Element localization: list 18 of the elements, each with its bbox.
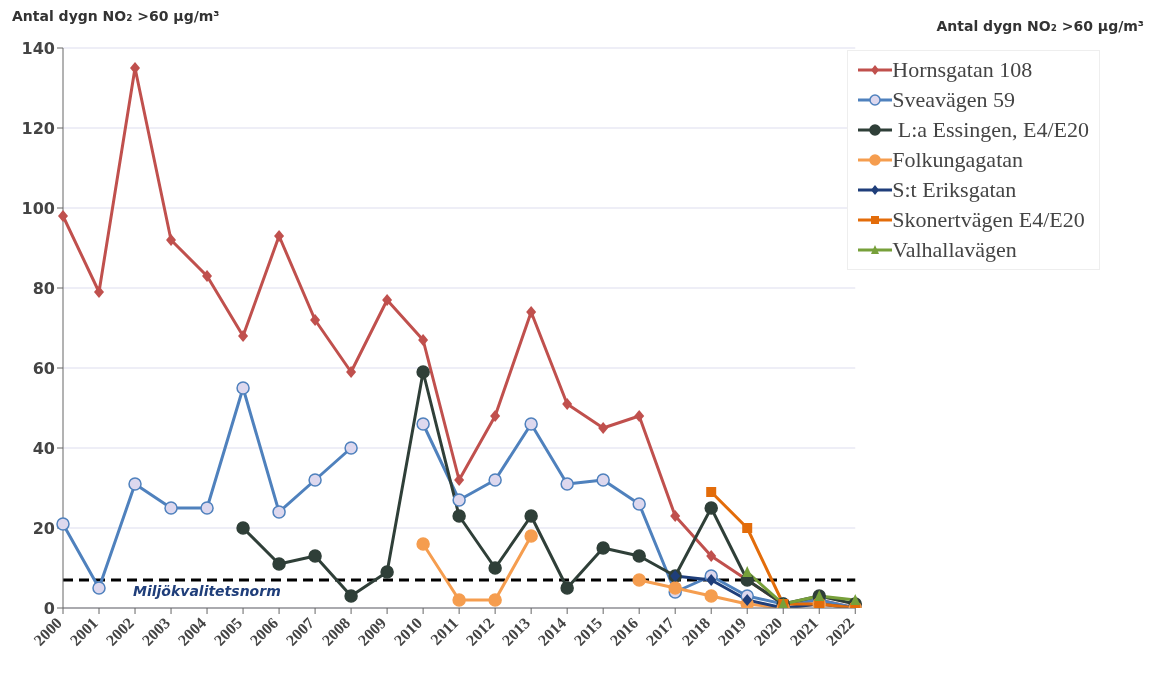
legend-label: Hornsgatan 108 xyxy=(892,57,1033,83)
y-tick-label: 0 xyxy=(43,598,55,618)
y-tick-label: 80 xyxy=(32,278,55,298)
y-axis-title: Antal dygn NO₂ >60 µg/m³ xyxy=(12,8,220,24)
y-tick-label: 60 xyxy=(32,358,55,378)
ref-line-label: Miljökvalitetsnorm xyxy=(133,583,281,599)
y-tick-label: 20 xyxy=(32,518,55,538)
legend-label: Folkungagatan xyxy=(892,147,1024,173)
text: Antal dygn NO₂ >60 µg/m³ xyxy=(936,18,1144,34)
legend-label: Sveavägen 59 xyxy=(892,87,1016,113)
y-tick-label: 140 xyxy=(21,38,55,58)
y-tick-label: 100 xyxy=(21,198,55,218)
y-tick-label: 120 xyxy=(21,118,55,138)
legend-label: S:t Eriksgatan xyxy=(892,177,1017,203)
legend-label: Valhallavägen xyxy=(892,237,1017,263)
legend-label: Skonertvägen E4/E20 xyxy=(892,207,1085,233)
legend-label: L:a Essingen, E4/E20 xyxy=(896,117,1089,143)
y-tick-label: 40 xyxy=(32,438,55,458)
